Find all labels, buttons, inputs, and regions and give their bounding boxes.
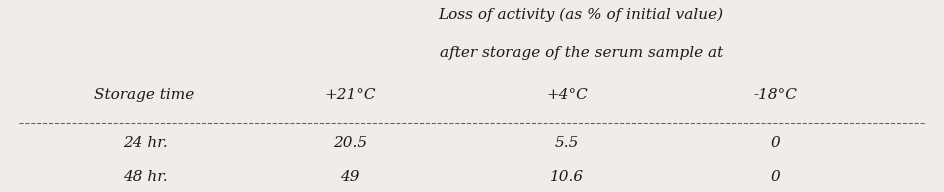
Text: 20.5: 20.5 — [332, 136, 366, 150]
Text: after storage of the serum sample at: after storage of the serum sample at — [439, 46, 722, 60]
Text: 0: 0 — [769, 136, 779, 150]
Text: +4°C: +4°C — [546, 88, 587, 102]
Text: 10.6: 10.6 — [549, 170, 583, 184]
Text: Loss of activity (as % of initial value): Loss of activity (as % of initial value) — [438, 8, 723, 22]
Text: Storage time: Storage time — [94, 88, 194, 102]
Text: 48 hr.: 48 hr. — [123, 170, 167, 184]
Text: 24 hr.: 24 hr. — [123, 136, 167, 150]
Text: 0: 0 — [769, 170, 779, 184]
Text: 5.5: 5.5 — [554, 136, 579, 150]
Text: +21°C: +21°C — [324, 88, 375, 102]
Text: -18°C: -18°C — [752, 88, 796, 102]
Text: 49: 49 — [340, 170, 359, 184]
